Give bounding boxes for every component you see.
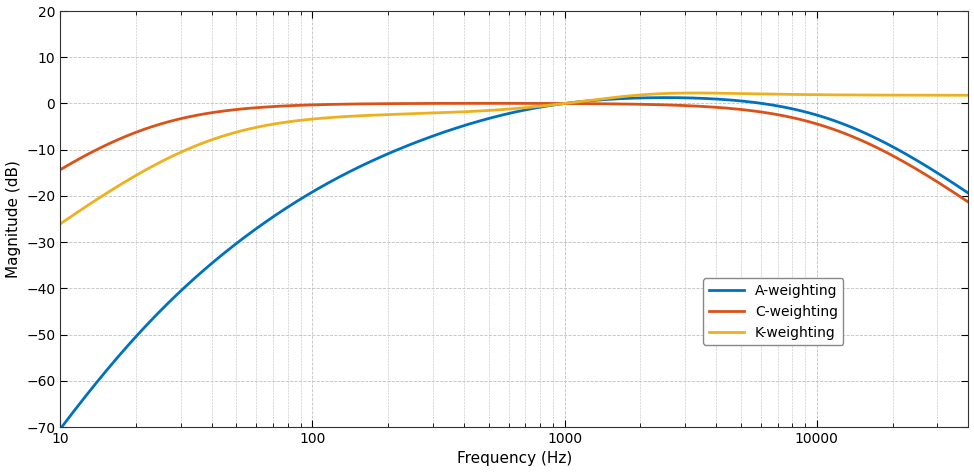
C-weighting	[486, 101, 498, 106]
C-weighting	[962, 199, 974, 205]
A-weighting	[935, 172, 947, 178]
A-weighting	[443, 127, 455, 133]
A-weighting	[436, 130, 448, 136]
A-weighting	[55, 426, 66, 432]
A-weighting	[659, 95, 671, 101]
A-weighting	[962, 190, 974, 196]
C-weighting	[55, 167, 66, 173]
X-axis label: Frequency (Hz): Frequency (Hz)	[457, 451, 572, 466]
K-weighting	[690, 90, 701, 96]
A-weighting	[889, 145, 901, 151]
A-weighting	[714, 96, 726, 102]
C-weighting	[889, 154, 901, 160]
Y-axis label: Magnitude (dB): Magnitude (dB)	[6, 160, 20, 278]
C-weighting	[714, 105, 726, 110]
K-weighting	[443, 110, 455, 115]
K-weighting	[486, 108, 498, 113]
C-weighting	[935, 181, 947, 187]
K-weighting	[714, 90, 726, 96]
K-weighting	[55, 221, 66, 227]
C-weighting	[443, 101, 455, 106]
K-weighting	[935, 93, 947, 98]
Line: K-weighting: K-weighting	[60, 93, 968, 224]
Legend: A-weighting, C-weighting, K-weighting: A-weighting, C-weighting, K-weighting	[703, 278, 843, 345]
K-weighting	[962, 93, 974, 98]
C-weighting	[483, 101, 495, 106]
A-weighting	[486, 115, 498, 120]
C-weighting	[436, 101, 448, 106]
Line: A-weighting: A-weighting	[60, 98, 968, 429]
Line: C-weighting: C-weighting	[60, 103, 968, 202]
K-weighting	[889, 93, 901, 98]
K-weighting	[436, 110, 448, 116]
